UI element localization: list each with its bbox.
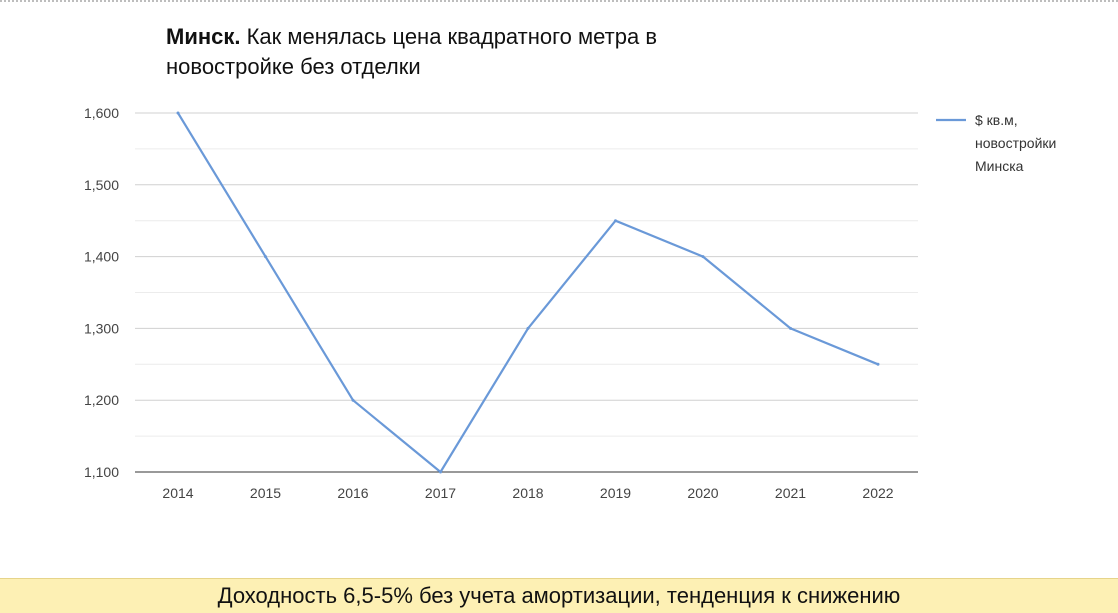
legend: $ кв.м, новостройки Минска — [936, 112, 1056, 174]
chart-title-bold: Минск. — [166, 24, 241, 49]
x-tick-label: 2014 — [162, 485, 193, 501]
x-tick-label: 2018 — [512, 485, 543, 501]
grid-lines — [135, 112, 918, 473]
data-point — [439, 470, 442, 474]
legend-label: Минска — [975, 158, 1024, 174]
data-point — [614, 219, 617, 223]
data-point — [351, 398, 355, 402]
y-tick-label: 1,400 — [84, 249, 119, 265]
data-point — [876, 362, 880, 366]
series-group — [176, 111, 880, 474]
x-tick-label: 2020 — [687, 485, 718, 501]
data-point — [176, 111, 180, 115]
y-axis-ticks: 1,100 1,200 1,300 1,400 1,500 1,600 — [84, 105, 119, 480]
x-tick-label: 2022 — [862, 485, 893, 501]
chart-title-rest: Как менялась цена квадратного метра в но… — [166, 24, 658, 79]
top-dotted-border — [0, 0, 1118, 4]
x-tick-label: 2017 — [425, 485, 456, 501]
x-tick-label: 2015 — [250, 485, 281, 501]
x-tick-label: 2019 — [600, 485, 631, 501]
caption-text: Доходность 6,5-5% без учета амортизации,… — [217, 583, 901, 608]
y-tick-label: 1,200 — [84, 392, 119, 408]
legend-label: $ кв.м, — [975, 112, 1018, 128]
y-tick-label: 1,600 — [84, 105, 119, 121]
x-axis-ticks: 2014 2015 2016 2017 2018 2019 2020 2021 2022 — [162, 485, 893, 501]
data-point — [789, 326, 792, 330]
y-tick-label: 1,500 — [84, 177, 119, 193]
chart-title: Минск. Как менялась цена квадратного мет… — [166, 22, 786, 82]
y-tick-label: 1,100 — [84, 464, 119, 480]
data-point — [701, 255, 705, 259]
data-point — [526, 326, 530, 330]
x-tick-label: 2016 — [337, 485, 368, 501]
legend-label: новостройки — [975, 135, 1056, 151]
x-tick-label: 2021 — [775, 485, 806, 501]
y-tick-label: 1,300 — [84, 320, 119, 336]
data-point — [264, 255, 267, 259]
caption-bar: Доходность 6,5-5% без учета амортизации,… — [0, 578, 1118, 613]
